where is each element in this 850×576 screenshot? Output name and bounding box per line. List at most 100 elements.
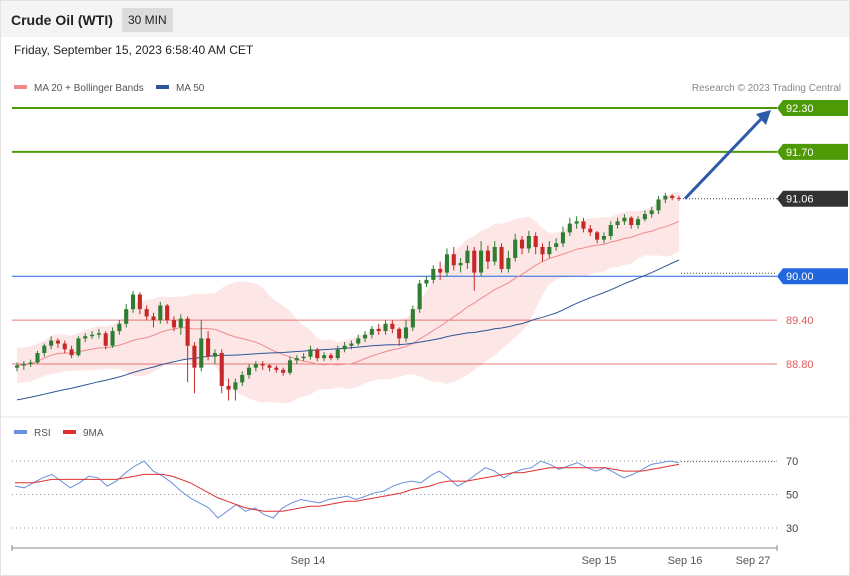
level-92-30-label: 92.30 [786, 103, 814, 115]
candle [629, 216, 634, 229]
candle [171, 316, 177, 332]
rsi-tick-70: 70 [786, 456, 798, 468]
candle [342, 342, 347, 353]
candle [253, 361, 258, 372]
candle [513, 233, 518, 262]
candle [192, 342, 197, 394]
candle [226, 378, 231, 401]
candle [356, 334, 361, 346]
candle [547, 241, 552, 258]
header-bar: Crude Oil (WTI) 30 MIN [1, 1, 849, 37]
candle [219, 349, 224, 394]
ma20-legend-label: MA 20 + Bollinger Bands [34, 83, 144, 94]
candle [103, 331, 108, 350]
candle [233, 378, 238, 401]
ma9-legend-swatch [63, 430, 76, 434]
rsi-legend-swatch [14, 430, 27, 434]
instrument-title: Crude Oil (WTI) [11, 12, 113, 28]
candle [438, 261, 443, 280]
candle [28, 359, 33, 367]
candle [567, 217, 572, 236]
rsi-ma9-line [15, 463, 680, 512]
time-tick-label: Sep 27 [736, 555, 771, 567]
projection-arrow [683, 115, 765, 200]
candle [35, 350, 40, 364]
candle [151, 312, 156, 328]
candle [608, 221, 613, 240]
candle [165, 304, 170, 324]
candle [424, 276, 429, 288]
candle [485, 245, 490, 269]
candle [117, 320, 122, 335]
candle [376, 323, 381, 335]
candle [403, 320, 409, 343]
candle [185, 316, 190, 383]
rsi-tick-30: 30 [786, 523, 798, 535]
candle [287, 356, 293, 375]
candle [615, 217, 620, 229]
bollinger-band [17, 191, 679, 404]
time-tick-label: Sep 16 [668, 555, 703, 567]
candle [670, 194, 675, 201]
candle [656, 195, 661, 215]
candle [636, 216, 641, 229]
candle [574, 216, 579, 229]
candle [444, 248, 450, 277]
rsi-line [14, 460, 680, 519]
candle [465, 245, 470, 269]
candle [663, 192, 668, 204]
candle [622, 214, 627, 226]
candle [417, 279, 422, 313]
level-89-40-label: 89.40 [786, 315, 814, 327]
candle [110, 327, 115, 348]
candle [499, 243, 504, 273]
candle [431, 265, 436, 284]
candle [390, 320, 395, 334]
candle [328, 353, 333, 361]
candle [519, 236, 525, 255]
candle [274, 365, 279, 373]
candle [458, 257, 463, 273]
ma50-legend-swatch [156, 85, 169, 89]
candle [472, 246, 477, 291]
level-91-70-label: 91.70 [786, 147, 814, 159]
ma20-line [16, 220, 680, 366]
candle [76, 336, 81, 357]
candle [301, 353, 306, 362]
candle [49, 336, 54, 350]
candle [14, 362, 20, 372]
candle [533, 232, 538, 255]
candle [479, 241, 484, 277]
copyright-text: Research © 2023 Trading Central [692, 83, 841, 94]
candle [69, 345, 74, 359]
interval-button[interactable]: 30 MIN [122, 8, 173, 32]
candle [96, 328, 101, 339]
candle [144, 305, 149, 321]
candle [335, 345, 340, 361]
candle [349, 340, 354, 350]
candle [410, 305, 415, 332]
ma9-legend-label: 9MA [83, 428, 104, 439]
level-91-70-tag [777, 143, 848, 160]
candle [21, 361, 26, 370]
rsi-tick-50: 50 [786, 490, 798, 502]
candle [322, 352, 327, 362]
candle [526, 230, 531, 253]
timestamp: Friday, September 15, 2023 6:58:40 AM CE… [14, 43, 254, 57]
candle [540, 243, 545, 262]
time-tick-label: Sep 15 [582, 555, 617, 567]
level-88-80-label: 88.80 [786, 359, 814, 371]
candle [315, 347, 320, 362]
candle [137, 292, 142, 315]
candle [90, 331, 95, 340]
candle [260, 361, 265, 370]
candle [363, 331, 368, 343]
candle [178, 314, 183, 335]
rsi-legend-label: RSI [34, 428, 51, 439]
candle [642, 210, 647, 222]
candle [240, 371, 245, 386]
candle [55, 338, 60, 348]
level-92-30-tag [777, 100, 848, 116]
